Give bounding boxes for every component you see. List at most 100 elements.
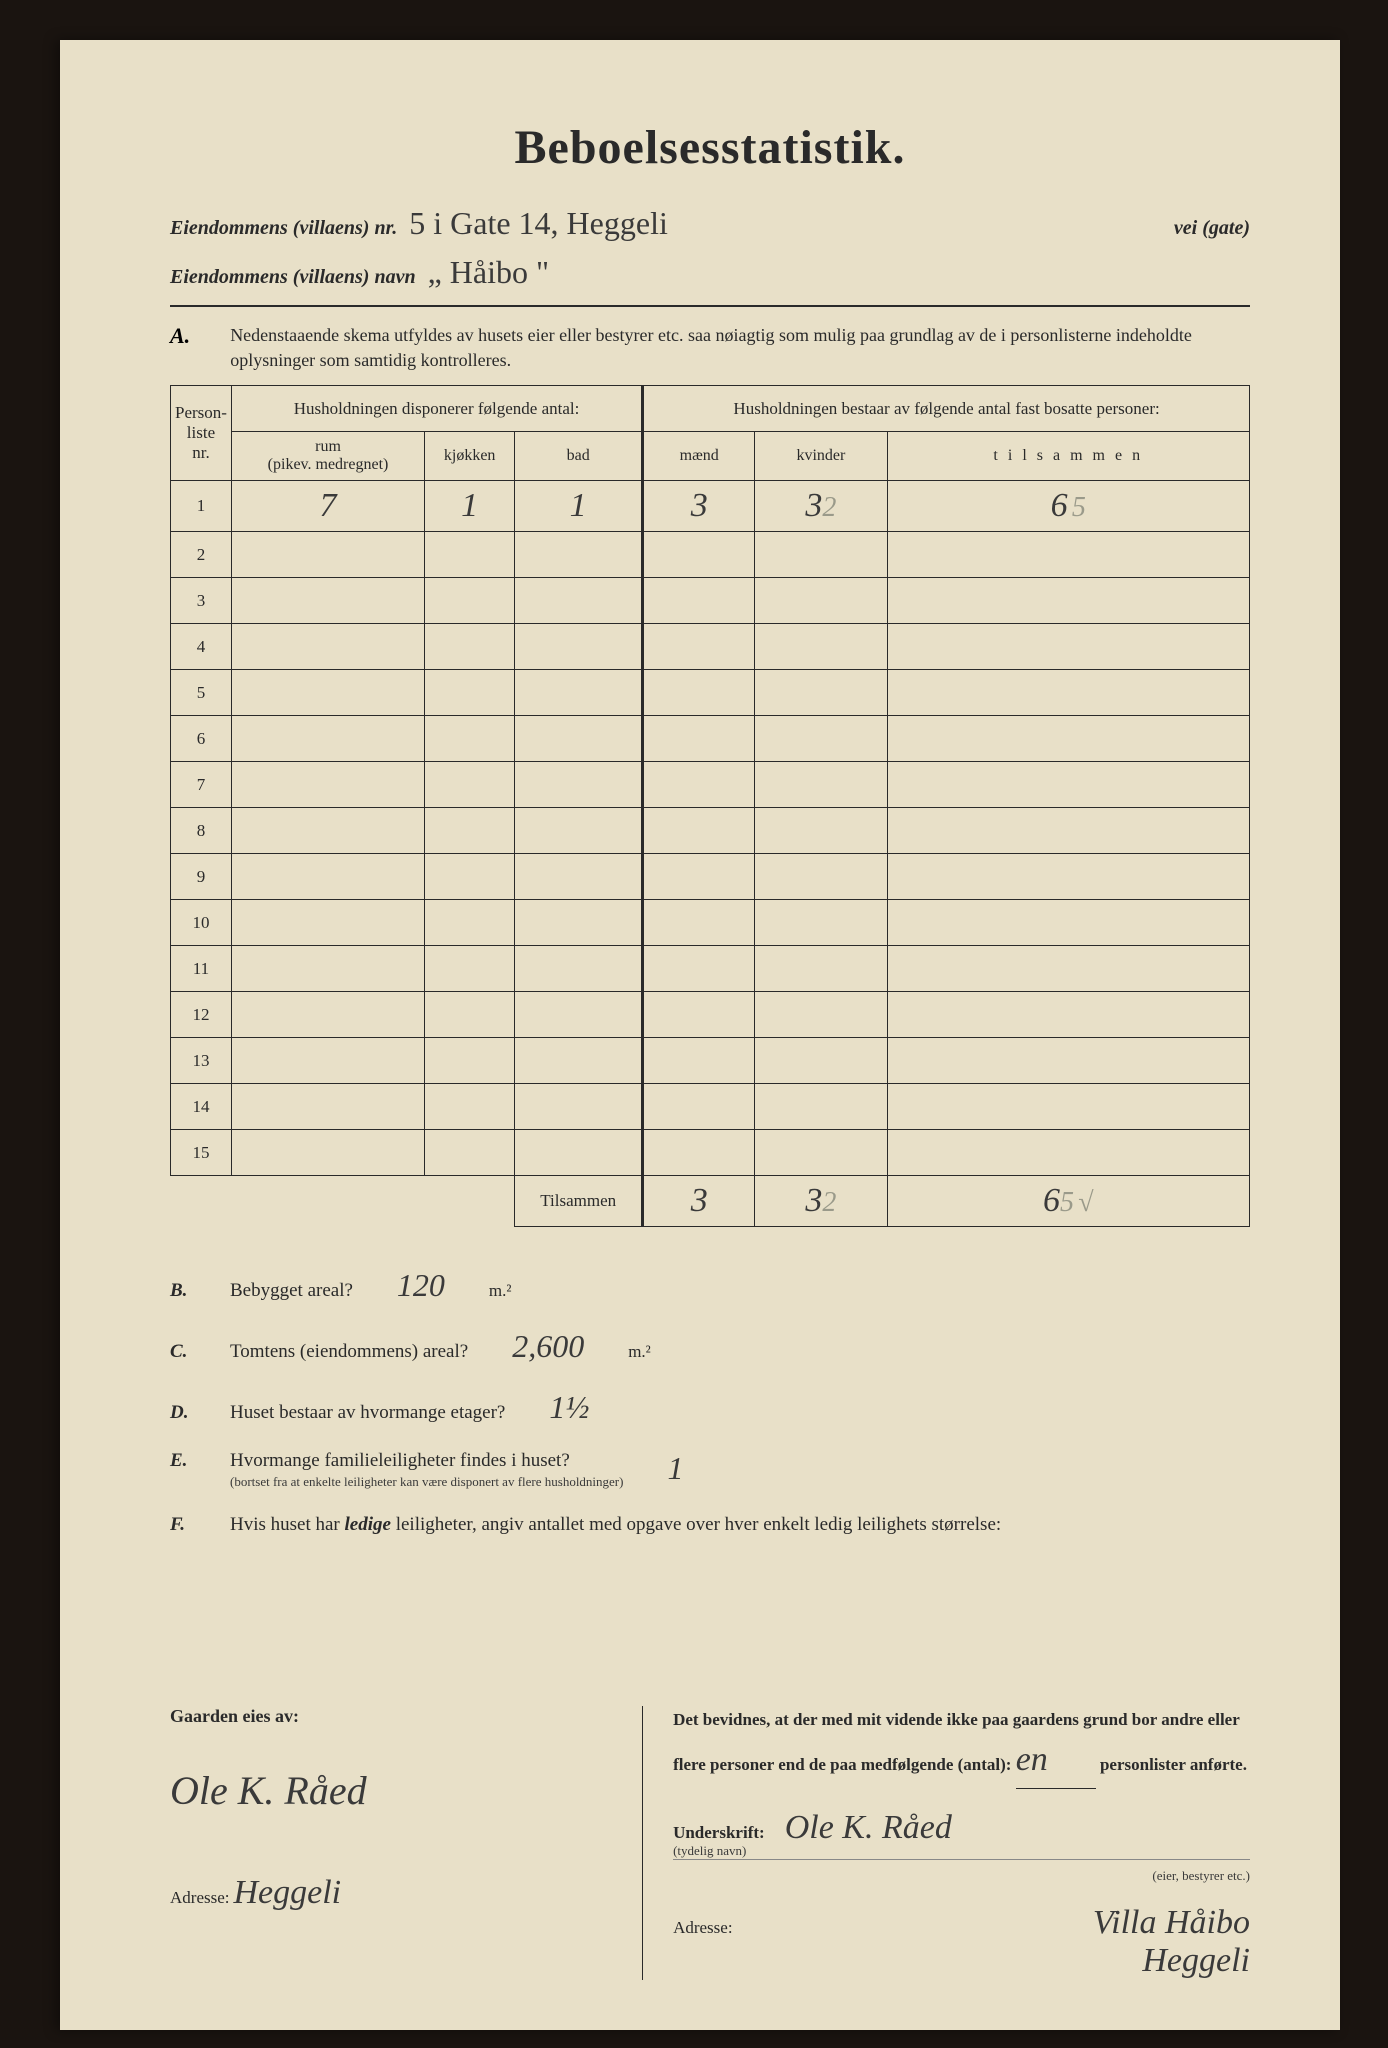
col-kvinder: kvinder <box>755 432 887 481</box>
footer-right: Det bevidnes, at der med mit vidende ikk… <box>642 1706 1250 1980</box>
items-section: B. Bebygget areal? 120 m.² C. Tomtens (e… <box>170 1267 1250 1536</box>
table-row: 2 <box>171 532 1250 578</box>
col-bad: bad <box>515 432 643 481</box>
section-a: A. Nedenstaaende skema utfyldes av huset… <box>170 323 1250 373</box>
total-tilsammen-value: 6 <box>1043 1182 1060 1219</box>
cell-tilsammen: 6 5 <box>887 481 1249 532</box>
row-number: 6 <box>171 716 232 762</box>
item-d-label: Huset bestaar av hvormange etager? <box>230 1402 505 1424</box>
row-number: 2 <box>171 532 232 578</box>
item-f-part2: leiligheter, angiv antallet med opgave o… <box>396 1514 1001 1535</box>
item-c-value: 2,600 <box>512 1328 584 1365</box>
item-d-letter: D. <box>170 1402 200 1424</box>
total-kvinder-pencil: 2 <box>822 1187 836 1218</box>
group2-header-text: Husholdningen bestaar av følgende antal … <box>733 399 1159 418</box>
cell-kvinder: 32 <box>755 481 887 532</box>
header-line-2: Eiendommens (villaens) navn „ Håibo " <box>170 254 1250 291</box>
right-address-2: Heggeli <box>1142 1942 1250 1980</box>
underskrift-block: Underskrift: (tydelig navn) <box>673 1823 765 1859</box>
total-maend: 3 <box>643 1176 755 1227</box>
row-number: 10 <box>171 900 232 946</box>
row-number: 12 <box>171 992 232 1038</box>
table-row: 15 <box>171 1130 1250 1176</box>
right-address-1: Villa Håibo <box>1093 1904 1250 1942</box>
total-tilsammen-pencil: 5 <box>1060 1187 1074 1218</box>
table-row: 1 7 1 1 3 32 6 5 <box>171 481 1250 532</box>
value-tilsammen-pencil: 5 <box>1072 492 1086 523</box>
property-nr-value: 5 i Gate 14, Heggeli <box>409 205 1162 242</box>
table-total-row: Tilsammen 3 32 65 √ <box>171 1176 1250 1227</box>
item-b-letter: B. <box>170 1280 200 1302</box>
header-line-1: Eiendommens (villaens) nr. 5 i Gate 14, … <box>170 205 1250 242</box>
item-e-letter: E. <box>170 1450 200 1472</box>
col-personliste: Person- liste nr. <box>171 386 232 481</box>
item-e: E. Hvormange familieleiligheter findes i… <box>170 1450 1250 1490</box>
table-row: 13 <box>171 1038 1250 1084</box>
item-b-value: 120 <box>397 1267 445 1304</box>
divider-top <box>170 305 1250 307</box>
footer-left: Gaarden eies av: Ole K. Råed Adresse: He… <box>170 1706 602 1980</box>
table-row: 8 <box>171 808 1250 854</box>
item-c-letter: C. <box>170 1341 200 1363</box>
total-check: √ <box>1078 1187 1093 1218</box>
row-number: 13 <box>171 1038 232 1084</box>
eier-note: (eier, bestyrer etc.) <box>1152 1868 1250 1884</box>
col-maend: mænd <box>643 432 755 481</box>
attestation-fill: en <box>1016 1733 1096 1788</box>
table-row: 14 <box>171 1084 1250 1130</box>
row-number: 1 <box>171 481 232 532</box>
item-c: C. Tomtens (eiendommens) areal? 2,600 m.… <box>170 1328 1250 1365</box>
row-number: 7 <box>171 762 232 808</box>
attestation-part2: personlister anførte. <box>1100 1755 1247 1774</box>
item-f-ledige: ledige <box>345 1514 391 1535</box>
cell-rum: 7 <box>231 481 424 532</box>
owner-address: Heggeli <box>233 1874 341 1912</box>
row-number: 3 <box>171 578 232 624</box>
item-d-value: 1½ <box>549 1389 589 1426</box>
row-number: 11 <box>171 946 232 992</box>
table-row: 9 <box>171 854 1250 900</box>
property-name-label: Eiendommens (villaens) navn <box>170 266 416 289</box>
address-row-right: Adresse: Villa Håibo Heggeli <box>673 1904 1250 1980</box>
adresse-label-right: Adresse: <box>673 1918 732 1938</box>
group2-header: Husholdningen bestaar av følgende antal … <box>643 386 1250 432</box>
street-label: vei (gate) <box>1174 217 1250 240</box>
row-number: 8 <box>171 808 232 854</box>
item-e-text: Hvormange familieleiligheter findes i hu… <box>230 1450 623 1490</box>
item-f-text: Hvis huset har ledige leiligheter, angiv… <box>230 1514 1001 1536</box>
section-a-instruction: Nedenstaaende skema utfyldes av husets e… <box>230 323 1250 373</box>
eier-note-row: (eier, bestyrer etc.) <box>673 1868 1250 1884</box>
row-number: 5 <box>171 670 232 716</box>
underskrift-label: Underskrift: <box>673 1823 765 1843</box>
table-header-row-1: Person- liste nr. Husholdningen disponer… <box>171 386 1250 432</box>
row-number: 15 <box>171 1130 232 1176</box>
value-maend: 3 <box>691 487 708 524</box>
table-row: 10 <box>171 900 1250 946</box>
value-rum: 7 <box>320 487 337 524</box>
table-row: 5 <box>171 670 1250 716</box>
page-background: Beboelsesstatistik. Eiendommens (villaen… <box>0 0 1388 2048</box>
table-row: 6 <box>171 716 1250 762</box>
value-tilsammen: 6 <box>1051 487 1068 524</box>
item-e-label: Hvormange familieleiligheter findes i hu… <box>230 1450 570 1471</box>
row-number: 14 <box>171 1084 232 1130</box>
table-header-row-2: rum (pikev. medregnet) kjøkken bad mænd … <box>171 432 1250 481</box>
total-maend-value: 3 <box>691 1182 708 1219</box>
cell-kjokken: 1 <box>425 481 515 532</box>
cell-bad: 1 <box>515 481 643 532</box>
cell-maend: 3 <box>643 481 755 532</box>
col-tilsammen: t i l s a m m e n <box>887 432 1249 481</box>
adresse-label-left: Adresse: <box>170 1888 229 1907</box>
table-row: 12 <box>171 992 1250 1038</box>
item-c-unit: m.² <box>628 1342 651 1362</box>
value-kvinder: 3 <box>805 487 822 524</box>
underskrift-note: (tydelig navn) <box>673 1843 765 1859</box>
value-kjokken: 1 <box>461 487 478 524</box>
owner-heading: Gaarden eies av: <box>170 1706 582 1727</box>
table-row: 7 <box>171 762 1250 808</box>
property-name-value: „ Håibo " <box>428 254 1238 291</box>
item-b-label: Bebygget areal? <box>230 1280 353 1302</box>
total-tilsammen: 65 √ <box>887 1176 1249 1227</box>
item-e-subnote: (bortset fra at enkelte leiligheter kan … <box>230 1474 623 1490</box>
item-f: F. Hvis huset har ledige leiligheter, an… <box>170 1514 1250 1536</box>
